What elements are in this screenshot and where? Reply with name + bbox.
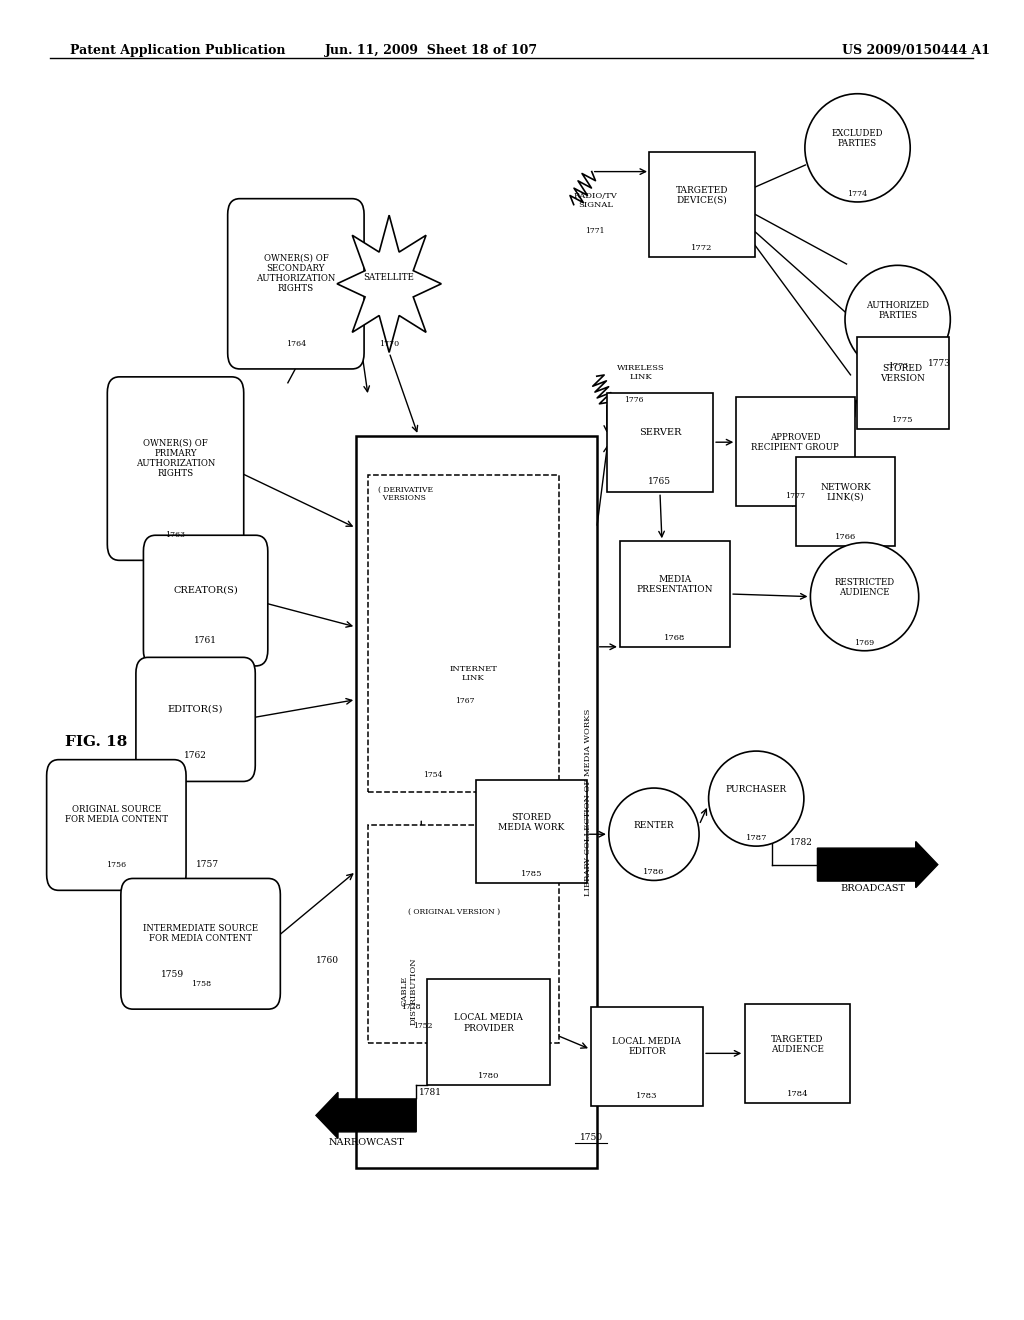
Bar bbox=[368, 825, 559, 1043]
Text: WIRELESS
LINK: WIRELESS LINK bbox=[616, 364, 665, 380]
Text: 1765: 1765 bbox=[648, 478, 672, 486]
Text: 1777: 1777 bbox=[785, 492, 806, 500]
FancyBboxPatch shape bbox=[227, 198, 365, 368]
Text: 1752: 1752 bbox=[414, 1022, 433, 1030]
FancyArrow shape bbox=[817, 842, 938, 888]
Text: ORIGINAL SOURCE
FOR MEDIA CONTENT: ORIGINAL SOURCE FOR MEDIA CONTENT bbox=[65, 805, 168, 824]
Text: LOCAL MEDIA
PROVIDER: LOCAL MEDIA PROVIDER bbox=[454, 1014, 523, 1032]
Ellipse shape bbox=[845, 265, 950, 374]
Bar bbox=[427, 979, 550, 1085]
Text: 1760: 1760 bbox=[316, 957, 339, 965]
Text: 1781: 1781 bbox=[419, 1089, 442, 1097]
Text: 1771: 1771 bbox=[585, 227, 604, 235]
Text: 1772: 1772 bbox=[691, 244, 713, 252]
Text: RESTRICTED
AUDIENCE: RESTRICTED AUDIENCE bbox=[835, 578, 895, 597]
Text: 1780: 1780 bbox=[478, 1072, 499, 1080]
Text: 1762: 1762 bbox=[184, 751, 207, 760]
Text: EDITOR(S): EDITOR(S) bbox=[168, 705, 223, 713]
Bar bbox=[356, 436, 597, 1168]
Text: 1774: 1774 bbox=[848, 190, 867, 198]
Bar bbox=[476, 780, 587, 883]
Text: OWNER(S) OF
SECONDARY
AUTHORIZATION
RIGHTS: OWNER(S) OF SECONDARY AUTHORIZATION RIGH… bbox=[256, 253, 336, 293]
Text: LOCAL MEDIA
EDITOR: LOCAL MEDIA EDITOR bbox=[612, 1038, 681, 1056]
Text: INTERNET
LINK: INTERNET LINK bbox=[450, 665, 498, 681]
Text: 1757: 1757 bbox=[196, 861, 219, 869]
Text: SATELLITE: SATELLITE bbox=[364, 273, 415, 281]
Text: 1782: 1782 bbox=[790, 838, 812, 846]
Text: 1758: 1758 bbox=[190, 979, 211, 987]
Text: NARROWCAST: NARROWCAST bbox=[328, 1138, 404, 1147]
Text: APPROVED
RECIPIENT GROUP: APPROVED RECIPIENT GROUP bbox=[752, 433, 840, 451]
Text: RENTER: RENTER bbox=[634, 821, 674, 829]
Text: ( ORIGINAL VERSION ): ( ORIGINAL VERSION ) bbox=[408, 908, 500, 916]
FancyBboxPatch shape bbox=[47, 759, 186, 890]
Text: CABLE
DISTRIBUTION: CABLE DISTRIBUTION bbox=[401, 957, 418, 1024]
Text: 1750: 1750 bbox=[581, 1133, 603, 1142]
Text: 1763: 1763 bbox=[166, 531, 185, 539]
Text: 1785: 1785 bbox=[521, 870, 543, 878]
Text: SERVER: SERVER bbox=[639, 429, 681, 437]
Text: ( DERIVATIVE
  VERSIONS: ( DERIVATIVE VERSIONS bbox=[378, 486, 433, 503]
Text: Patent Application Publication: Patent Application Publication bbox=[71, 44, 286, 57]
Text: 1786: 1786 bbox=[643, 869, 665, 876]
Text: STORED
VERSION: STORED VERSION bbox=[881, 364, 925, 383]
FancyBboxPatch shape bbox=[108, 378, 244, 560]
Text: 1764: 1764 bbox=[286, 339, 306, 347]
Text: NETWORK
LINK(S): NETWORK LINK(S) bbox=[820, 483, 870, 502]
Text: LIBRARY COLLECTION OF MEDIA WORKS: LIBRARY COLLECTION OF MEDIA WORKS bbox=[584, 709, 592, 895]
Ellipse shape bbox=[709, 751, 804, 846]
FancyArrow shape bbox=[316, 1093, 416, 1138]
Text: TARGETED
DEVICE(S): TARGETED DEVICE(S) bbox=[676, 186, 728, 205]
Text: Jun. 11, 2009  Sheet 18 of 107: Jun. 11, 2009 Sheet 18 of 107 bbox=[325, 44, 538, 57]
Text: EXCLUDED
PARTIES: EXCLUDED PARTIES bbox=[831, 129, 884, 148]
Text: RADIO/TV
SIGNAL: RADIO/TV SIGNAL bbox=[573, 193, 617, 209]
Bar bbox=[591, 1006, 703, 1106]
Text: 1787: 1787 bbox=[745, 834, 767, 842]
FancyBboxPatch shape bbox=[136, 657, 255, 781]
Polygon shape bbox=[337, 215, 441, 352]
Text: 1766: 1766 bbox=[835, 533, 856, 541]
Text: PURCHASER: PURCHASER bbox=[726, 785, 786, 793]
Text: 1761: 1761 bbox=[195, 636, 217, 644]
Ellipse shape bbox=[810, 543, 919, 651]
Text: 1767: 1767 bbox=[455, 697, 474, 705]
Text: MEDIA
PRESENTATION: MEDIA PRESENTATION bbox=[637, 576, 714, 594]
Text: 1768: 1768 bbox=[665, 634, 686, 642]
Text: 1754: 1754 bbox=[424, 771, 443, 779]
Text: 1770: 1770 bbox=[379, 341, 399, 348]
Text: 1784: 1784 bbox=[786, 1089, 808, 1098]
Text: US 2009/0150444 A1: US 2009/0150444 A1 bbox=[843, 44, 990, 57]
Text: 1783: 1783 bbox=[636, 1092, 657, 1101]
FancyBboxPatch shape bbox=[143, 536, 268, 665]
Bar bbox=[856, 337, 949, 429]
Text: TARGETED
AUDIENCE: TARGETED AUDIENCE bbox=[771, 1035, 824, 1053]
Bar bbox=[368, 475, 559, 792]
Text: INTERMEDIATE SOURCE
FOR MEDIA CONTENT: INTERMEDIATE SOURCE FOR MEDIA CONTENT bbox=[143, 924, 258, 942]
Bar bbox=[797, 457, 895, 546]
Text: 1769: 1769 bbox=[854, 639, 874, 647]
Text: OWNER(S) OF
PRIMARY
AUTHORIZATION
RIGHTS: OWNER(S) OF PRIMARY AUTHORIZATION RIGHTS bbox=[136, 438, 215, 478]
Ellipse shape bbox=[609, 788, 699, 880]
Ellipse shape bbox=[805, 94, 910, 202]
Text: 1756: 1756 bbox=[106, 861, 126, 869]
Bar bbox=[620, 541, 730, 647]
Text: CREATOR(S): CREATOR(S) bbox=[173, 586, 238, 594]
Bar bbox=[607, 393, 713, 491]
Text: 1778: 1778 bbox=[401, 1003, 421, 1011]
Text: 1776: 1776 bbox=[625, 396, 644, 404]
Text: 1773: 1773 bbox=[888, 362, 907, 370]
Bar bbox=[649, 152, 755, 257]
Text: AUTHORIZED
PARTIES: AUTHORIZED PARTIES bbox=[866, 301, 929, 319]
Text: 1775: 1775 bbox=[892, 416, 913, 424]
Text: 1759: 1759 bbox=[161, 970, 183, 978]
FancyBboxPatch shape bbox=[121, 879, 281, 1010]
Bar bbox=[736, 397, 855, 506]
Text: 1773: 1773 bbox=[928, 359, 951, 368]
Text: FIG. 18: FIG. 18 bbox=[66, 735, 128, 748]
Bar bbox=[744, 1003, 850, 1104]
Text: BROADCAST: BROADCAST bbox=[840, 884, 905, 894]
Text: STORED
MEDIA WORK: STORED MEDIA WORK bbox=[499, 813, 565, 832]
